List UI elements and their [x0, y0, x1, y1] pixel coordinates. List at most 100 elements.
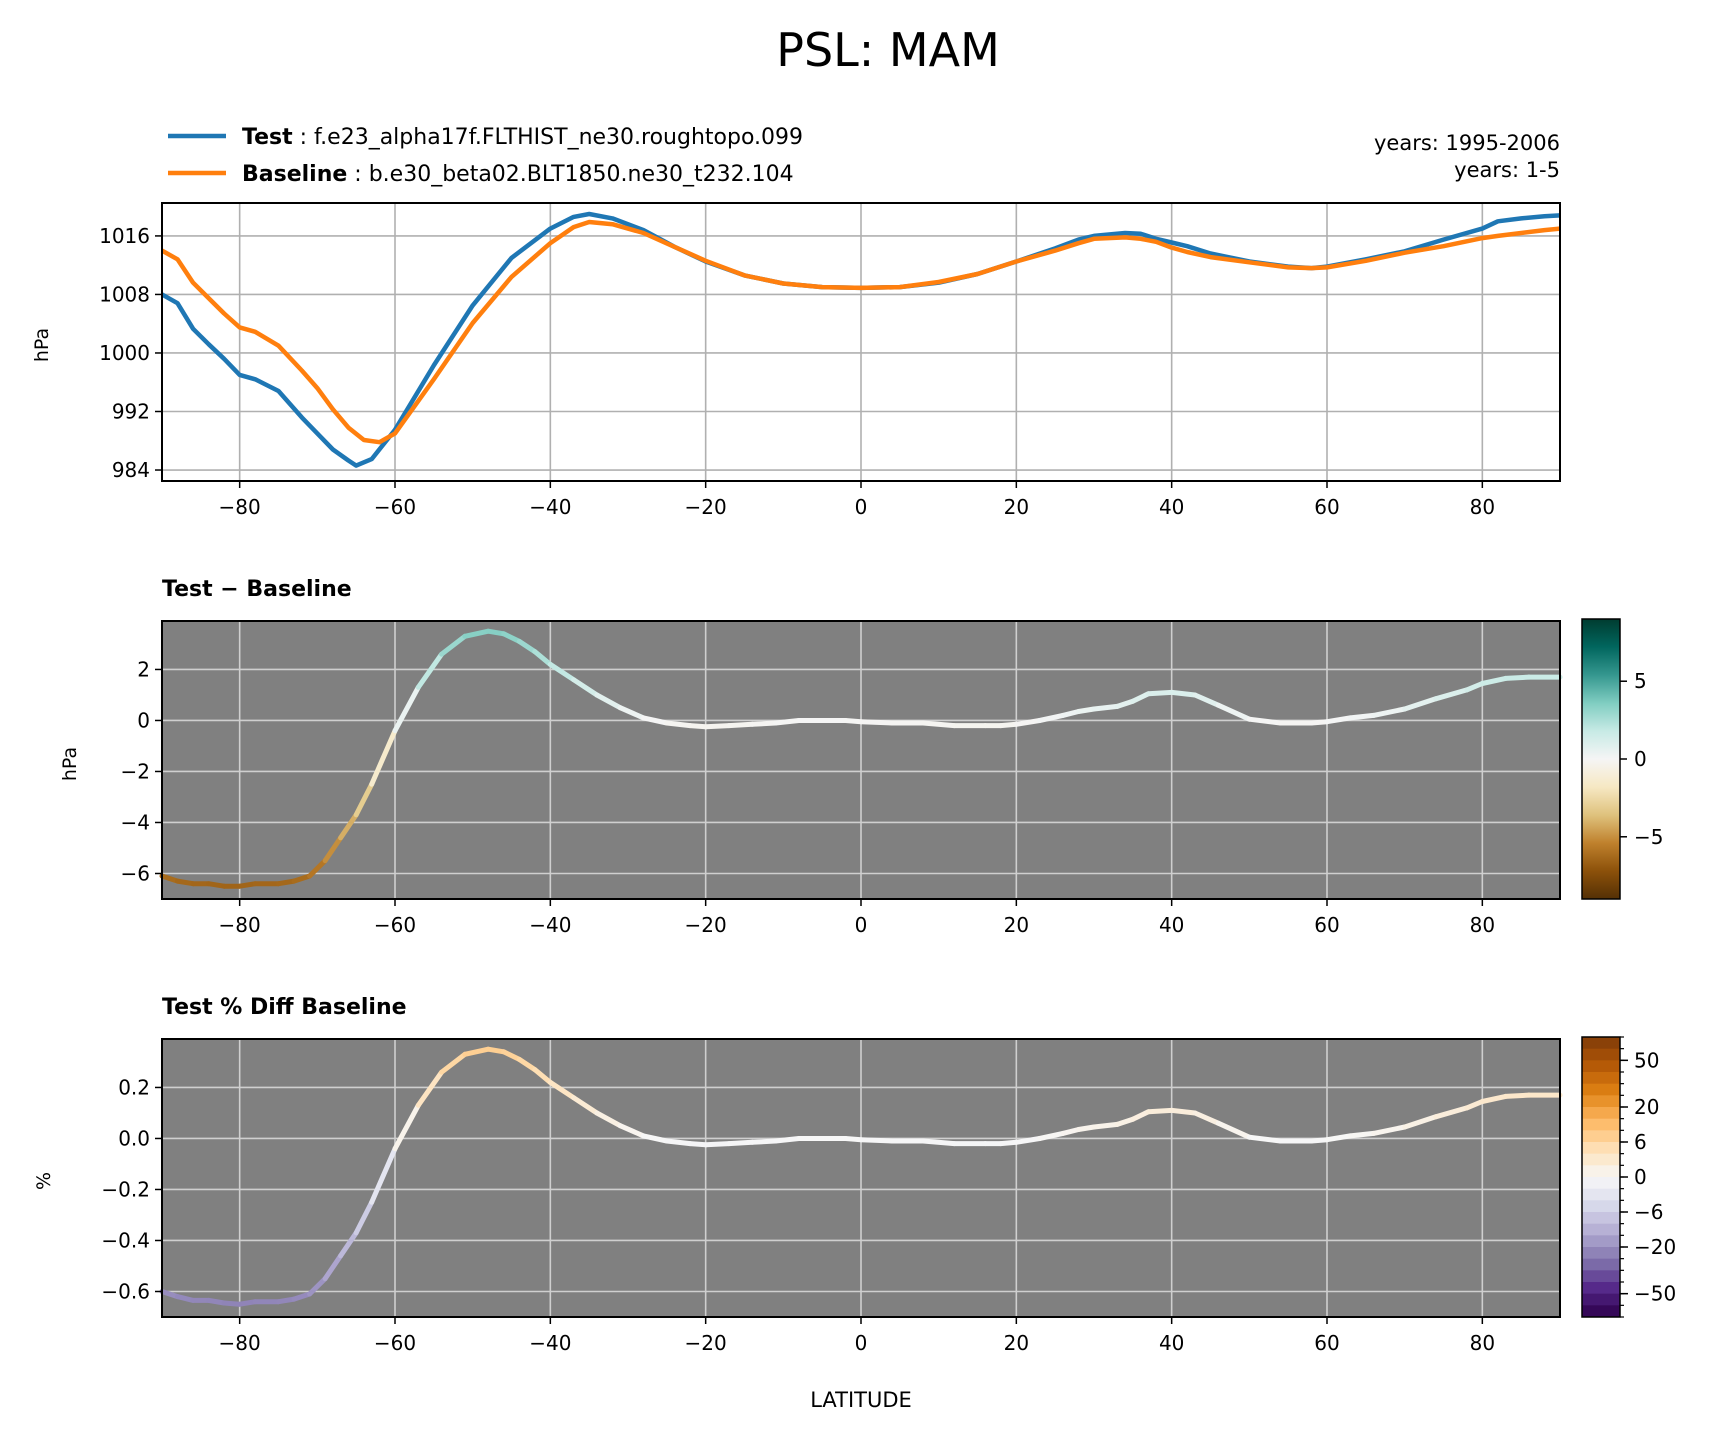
x-tick-label: 0 — [855, 495, 868, 519]
y-tick-label: −0.4 — [101, 1228, 150, 1252]
colorbar-level — [1582, 1037, 1620, 1050]
colorbar-level — [1582, 1247, 1620, 1260]
x-tick-label: 60 — [1314, 495, 1339, 519]
y-tick-label: 1008 — [99, 282, 150, 306]
diff-segment — [369, 728, 398, 787]
diff-segment — [439, 633, 468, 657]
colorbar-level — [1582, 1083, 1620, 1096]
legend-baseline-entry: Baseline : b.e30_beta02.BLT1850.ne30_t23… — [242, 162, 794, 187]
legend-test-case: f.e23_alpha17f.FLTHIST_ne30.roughtopo.09… — [314, 125, 803, 150]
diff-segment — [532, 649, 553, 667]
diff-segment — [1347, 712, 1377, 721]
diff-segment — [1114, 698, 1136, 709]
colorbar-level — [1582, 1293, 1620, 1306]
panel-3: −80 −60 −40 −20 0 20 40 60 80 −0.6 −0.4 −0.2 0.0 0.2 — [101, 1038, 1563, 1355]
x-tick-label: −60 — [374, 913, 416, 937]
x-tick-label: −80 — [219, 495, 261, 519]
diff-segment — [664, 720, 693, 729]
diff-segment — [1371, 706, 1408, 718]
diff-segment — [858, 1137, 895, 1144]
panel-1: −80 −60 −40 −20 0 20 40 60 80 984 992 1000 1008 1016 — [99, 202, 1561, 519]
legend-baseline-case: b.e30_beta02.BLT1850.ne30_t232.104 — [369, 162, 794, 187]
diff-segment — [353, 781, 375, 818]
x-tick-label: 80 — [1470, 1331, 1495, 1355]
colorbar-level — [1582, 1107, 1620, 1120]
pctdiff-panel-title: Test % Diff Baseline — [162, 995, 407, 1020]
diff-segment — [843, 1136, 864, 1143]
figure-title: PSL: MAM — [776, 23, 1000, 77]
diff-segment — [501, 631, 522, 644]
colorbar-tick-label: 0 — [1634, 1165, 1647, 1189]
colorbar-tick-label: −20 — [1634, 1235, 1676, 1259]
y-tick-label: −2 — [121, 759, 150, 783]
diff-segment — [1433, 687, 1470, 702]
diff-segment — [1433, 1105, 1470, 1120]
colorbar-level — [1582, 1258, 1620, 1271]
diff-segment — [1324, 715, 1353, 725]
colorbar-tick-label: 5 — [1634, 669, 1647, 693]
diff-segment — [462, 628, 491, 639]
diff-segment — [1169, 689, 1198, 698]
diff-segment — [1192, 692, 1221, 708]
x-tick-label: 0 — [855, 913, 868, 937]
colorbar-diff: −5 0 5 — [1581, 618, 1663, 900]
diff-segment — [998, 721, 1019, 729]
x-tick-label: −80 — [219, 1331, 261, 1355]
colorbar-diff-ticks: −5 0 5 — [1620, 669, 1663, 849]
x-tick-label: −60 — [374, 1331, 416, 1355]
colorbar-level — [1582, 1142, 1620, 1155]
diff-segment — [1402, 696, 1439, 712]
diff-segment — [1130, 691, 1151, 704]
diff-segment — [687, 723, 709, 730]
diff-segment — [1464, 1099, 1485, 1111]
diff-segment — [703, 1141, 732, 1148]
x-tick-label: 40 — [1159, 1331, 1184, 1355]
diff-segment — [338, 1230, 359, 1259]
diff-segment — [773, 718, 802, 726]
colorbar-level — [1582, 1282, 1620, 1295]
diff-segment — [307, 1276, 328, 1297]
colorbar-level — [1582, 1095, 1620, 1108]
diff-segment — [1060, 709, 1081, 718]
legend-baseline-label: Baseline — [242, 162, 347, 187]
diff-segment — [703, 723, 732, 730]
legend-test-label: Test — [242, 125, 293, 150]
colorbar-tick-label: 50 — [1634, 1048, 1659, 1072]
legend-test-entry: Test : f.e23_alpha17f.FLTHIST_ne30.rough… — [242, 125, 803, 150]
diff-segment — [206, 881, 227, 889]
colorbar-tick-label: −50 — [1634, 1282, 1676, 1306]
colorbar-level — [1582, 1188, 1620, 1201]
diff-segment — [1371, 1124, 1408, 1136]
diff-segment — [322, 1253, 344, 1282]
diff-segment — [726, 1139, 755, 1147]
x-tick-label: −20 — [685, 1331, 727, 1355]
diff-segment — [1309, 1137, 1330, 1144]
diff-segment — [617, 705, 646, 721]
diff-segment — [594, 692, 623, 711]
diff-segment — [322, 835, 344, 864]
diff-segment — [1037, 1130, 1066, 1141]
diff-segment — [516, 638, 538, 655]
diff-segment — [159, 873, 180, 884]
plots: −80 −60 −40 −20 0 20 40 60 80984992100010081016−… — [99, 202, 1563, 1355]
diff-segment — [617, 1123, 646, 1139]
diff-segment — [1215, 702, 1252, 722]
colorbar-level — [1582, 1270, 1620, 1283]
diff-segment — [175, 1294, 196, 1303]
diff-segment — [206, 1297, 227, 1306]
panel2-ylabel: hPa — [59, 747, 81, 781]
diff-segment — [1324, 1133, 1353, 1143]
diff-segment — [1246, 716, 1283, 726]
x-tick-label: −20 — [685, 495, 727, 519]
diff-segment — [369, 1146, 398, 1205]
x-tick-label: 20 — [1004, 913, 1029, 937]
diff-segment — [291, 873, 313, 884]
x-tick-label: 80 — [1470, 913, 1495, 937]
diff-segment — [773, 1136, 802, 1144]
diff-segment — [1130, 1109, 1151, 1122]
diff-segment — [641, 715, 670, 726]
colorbar-pctdiff-ticks: 50 20 6 0 −6 −20 −50 — [1620, 1036, 1676, 1318]
colorbar-pctdiff: 50 20 6 0 −6 −20 −50 — [1581, 1036, 1676, 1318]
diff-panel-title: Test − Baseline — [162, 577, 352, 602]
